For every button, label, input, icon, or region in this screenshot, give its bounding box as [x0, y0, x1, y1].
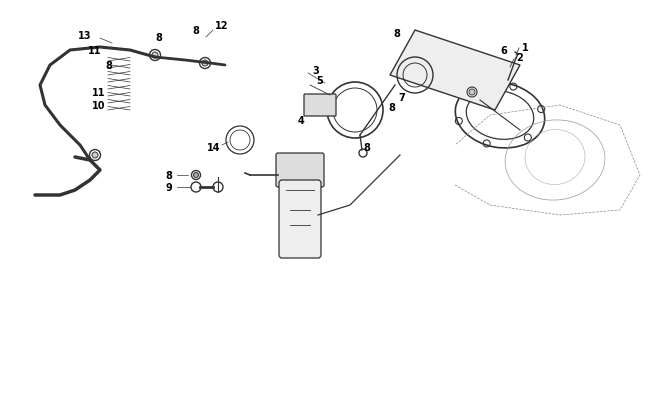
FancyBboxPatch shape	[304, 95, 336, 117]
Text: 8: 8	[393, 29, 400, 39]
Text: 5: 5	[316, 76, 323, 86]
Text: 10: 10	[92, 101, 105, 111]
Circle shape	[202, 61, 208, 67]
Text: 8: 8	[388, 103, 395, 113]
Text: 8: 8	[155, 33, 162, 43]
Polygon shape	[390, 31, 520, 111]
Text: 2: 2	[516, 53, 523, 63]
FancyBboxPatch shape	[276, 153, 324, 188]
Circle shape	[92, 153, 98, 159]
Text: 12: 12	[215, 21, 229, 31]
Text: 6: 6	[500, 46, 507, 56]
Text: 8: 8	[165, 171, 172, 181]
Circle shape	[194, 173, 198, 178]
Text: 8: 8	[105, 61, 112, 71]
Text: 7: 7	[398, 93, 405, 103]
FancyBboxPatch shape	[279, 181, 321, 258]
Text: 14: 14	[207, 143, 220, 153]
Circle shape	[152, 53, 158, 59]
Text: 13: 13	[78, 31, 92, 41]
Text: 11: 11	[88, 46, 101, 56]
Circle shape	[469, 90, 475, 96]
Text: 11: 11	[92, 88, 105, 98]
Text: 4: 4	[298, 116, 305, 126]
Text: 8: 8	[363, 143, 370, 153]
Text: 8: 8	[192, 26, 199, 36]
Text: 1: 1	[522, 43, 528, 53]
Text: 9: 9	[165, 183, 172, 192]
Text: 3: 3	[312, 66, 318, 76]
